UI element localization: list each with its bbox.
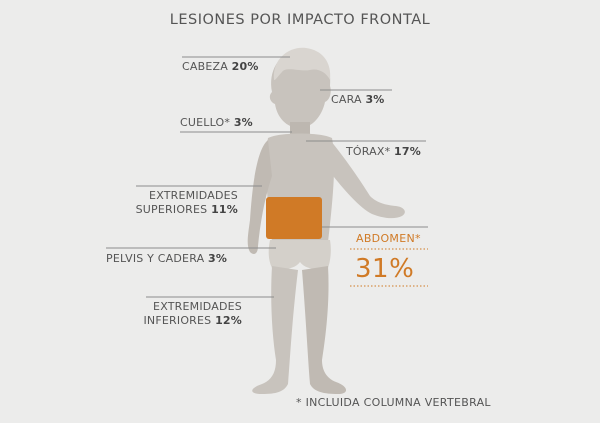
label-cara: CARA 3% — [331, 93, 385, 107]
right-arm — [330, 140, 405, 219]
label-ext-sup-line1: EXTREMIDADES — [149, 189, 238, 202]
label-pelvis-name: PELVIS Y CADERA — [106, 252, 205, 265]
label-cabeza-pct: 20% — [231, 60, 259, 73]
right-leg — [302, 266, 347, 394]
label-torax: TÓRAX* 17% — [346, 145, 421, 159]
page-title: LESIONES POR IMPACTO FRONTAL — [169, 12, 431, 28]
label-cara-name: CARA — [331, 93, 362, 106]
label-cabeza-name: CABEZA — [182, 60, 228, 73]
footnote: * INCLUIDA COLUMNA VERTEBRAL — [296, 396, 491, 409]
label-ext-inf-line2: INFERIORES — [143, 314, 212, 327]
left-leg — [252, 266, 298, 394]
label-cuello: CUELLO* 3% — [180, 116, 253, 130]
left-arm — [247, 140, 272, 254]
label-ext-sup-line2: SUPERIORES — [135, 203, 208, 216]
label-ext-sup-pct: 11% — [211, 203, 238, 216]
label-torax-name: TÓRAX* — [346, 145, 391, 158]
label-abdomen-name: ABDOMEN* — [356, 232, 421, 245]
label-ext-inf-pct: 12% — [215, 314, 242, 327]
label-cara-pct: 3% — [365, 93, 385, 106]
label-pelvis: PELVIS Y CADERA 3% — [106, 252, 227, 266]
label-ext-inf-line1: EXTREMIDADES — [153, 300, 242, 313]
label-extremidades-superiores: EXTREMIDADES SUPERIORES 11% — [120, 189, 238, 217]
label-cuello-pct: 3% — [233, 116, 253, 129]
label-torax-pct: 17% — [394, 145, 421, 158]
head — [269, 47, 331, 128]
briefs — [268, 240, 331, 270]
label-extremidades-inferiores: EXTREMIDADES INFERIORES 12% — [130, 300, 242, 328]
abdomen-highlight — [266, 197, 322, 239]
label-cabeza: CABEZA 20% — [182, 60, 259, 74]
label-pelvis-pct: 3% — [208, 252, 228, 265]
label-abdomen-pct: 31% — [355, 254, 415, 284]
label-cuello-name: CUELLO* — [180, 116, 231, 129]
